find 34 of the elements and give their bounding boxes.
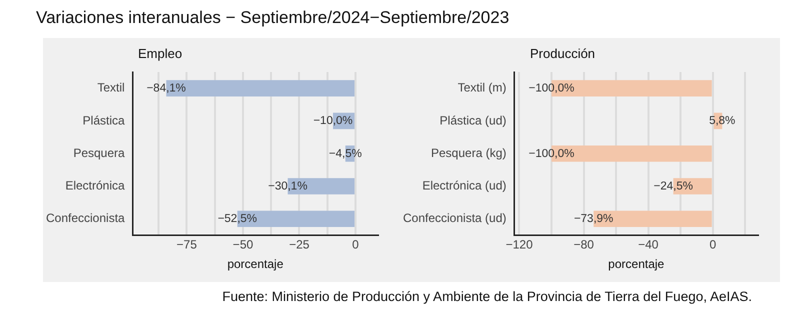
y-tick-label: Confeccionista (ud) (402, 211, 506, 226)
x-tick-label: −75 (176, 238, 198, 252)
data-label: 5,8% (709, 115, 736, 128)
y-tick-label: Electrónica (65, 178, 126, 193)
x-tick-label: −50 (232, 238, 254, 252)
chart-subtitle: Producción (530, 46, 596, 61)
y-tick-label: Pesquera (73, 146, 126, 160)
y-tick-label: Electrónica (ud) (422, 178, 506, 193)
data-label: −30,1% (268, 180, 308, 192)
data-label: −100,0% (528, 82, 574, 94)
chart-title: Variaciones interanuales − Septiembre/2024−Septiembre/2023 (36, 8, 510, 28)
y-tick-label: Pesquera (kg) (431, 146, 506, 160)
x-axis-title: porcentaje (608, 257, 665, 272)
data-label: −24,5% (654, 180, 693, 192)
x-tick-label: 0 (709, 238, 716, 252)
x-axis-title: porcentaje (227, 257, 284, 272)
y-tick-label: Textil (97, 80, 125, 95)
y-tick-label: Confeccionista (46, 211, 126, 226)
y-tick-label: Textil (m) (458, 80, 506, 95)
data-label: −84,1% (146, 82, 186, 94)
y-tick-label: Plástica (ud) (440, 113, 506, 128)
chart-subtitle: Empleo (138, 46, 182, 61)
x-tick-label: −80 (574, 238, 594, 252)
data-label: −73,9% (574, 213, 614, 226)
data-label: −100,0% (528, 148, 574, 160)
data-label: −4,5% (328, 148, 362, 160)
source-note: Fuente: Ministerio de Producción y Ambiente de la Provincia de Tierra del Fuego, AeIAS. (222, 289, 752, 304)
data-label: −52,5% (218, 213, 258, 226)
x-tick-label: −25 (289, 238, 310, 252)
x-tick-label: −120 (506, 238, 534, 252)
data-label: −10,0% (313, 115, 353, 128)
x-tick-label: 0 (352, 238, 360, 252)
y-tick-label: Plástica (82, 113, 126, 128)
x-tick-label: −40 (638, 238, 659, 252)
